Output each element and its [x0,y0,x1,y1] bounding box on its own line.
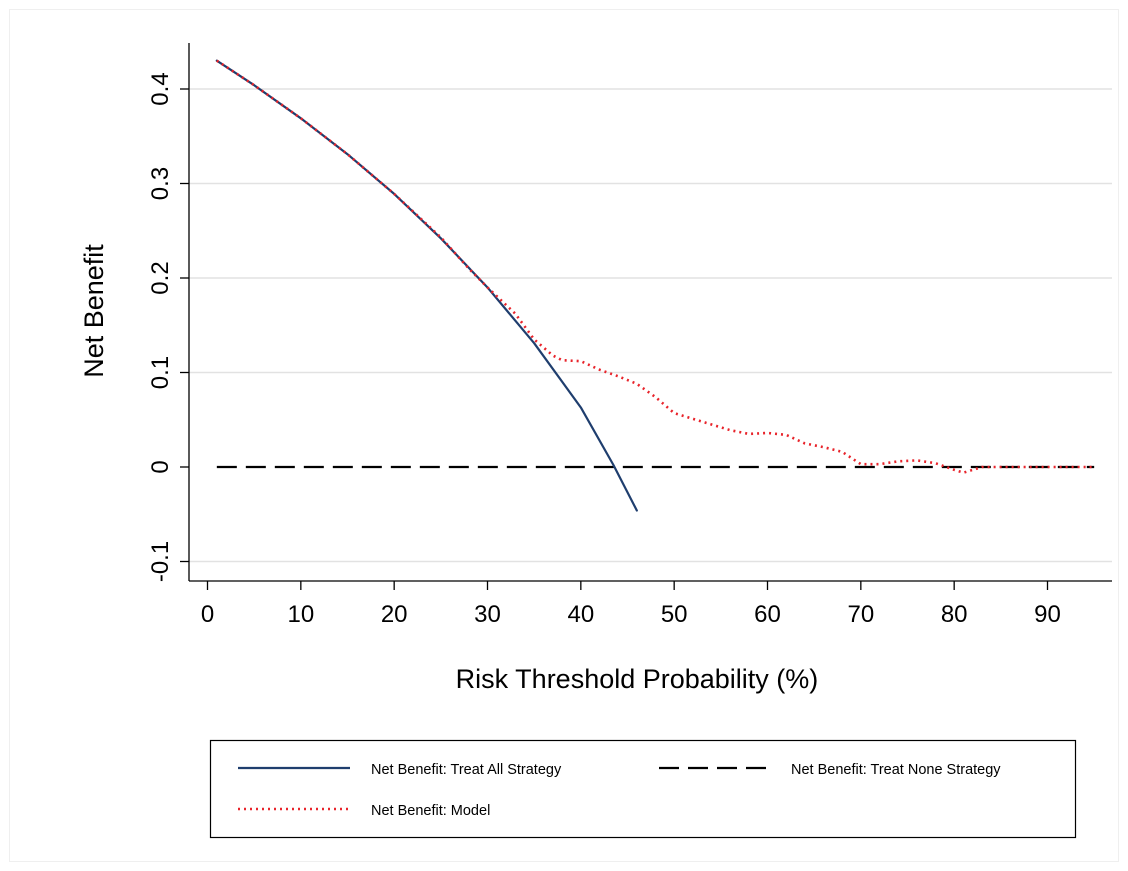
y-tick-label: 0 [147,460,174,473]
series-line-net-benefit-treat-all-strategy [215,59,638,512]
y-tick-label: 0.3 [147,167,174,200]
x-tick-label: 60 [754,601,781,628]
axis-labels: Risk Threshold Probability (%) Net Benef… [79,244,818,694]
x-tick-label: 30 [474,601,501,628]
x-tick-label: 40 [567,601,594,628]
legend-box [209,739,1077,839]
figure-border [9,9,1119,862]
y-tick-label: -0.1 [147,541,174,582]
axes: -0.1 0 0.1 0.2 0.3 0.4 0 10 20 30 40 50 60 70 80 90 [147,43,1112,628]
x-tick-label: 0 [201,601,214,628]
x-tick-label: 10 [287,601,314,628]
legend-label-net-benefit-model: Net Benefit: Model [371,803,490,819]
x-tick-label: 90 [1034,601,1061,628]
plot-lines [215,59,1095,512]
y-tick-label: 0.4 [147,72,174,105]
gridlines [189,88,1112,563]
legend: Net Benefit: Treat All Strategy Net Benef… [209,739,1077,839]
x-tick-label: 20 [381,601,408,628]
x-tick-label: 50 [661,601,688,628]
x-tick-label: 70 [847,601,874,628]
legend-label-net-benefit-treat-none-strategy: Net Benefit: Treat None Strategy [791,762,1001,778]
legend-label-net-benefit-treat-all-strategy: Net Benefit: Treat All Strategy [371,762,562,778]
x-axis-title: Risk Threshold Probability (%) [456,664,819,694]
y-axis-title: Net Benefit [79,244,109,378]
x-tick-label: 80 [941,601,968,628]
y-tick-label: 0.2 [147,261,174,294]
y-tick-label: 0.1 [147,356,174,389]
